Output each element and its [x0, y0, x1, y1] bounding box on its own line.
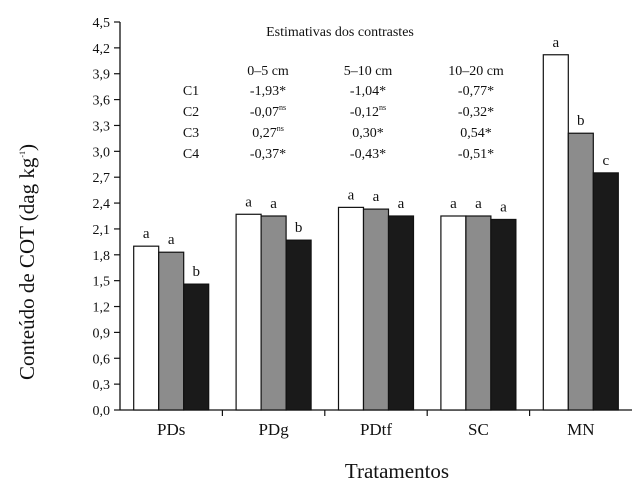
- bar: [542, 54, 569, 411]
- contrast-value: -0,37*: [250, 147, 286, 162]
- y-tick-label: 1,2: [93, 301, 111, 316]
- bar-letter-label: a: [398, 196, 405, 212]
- bar-letter-label: b: [192, 264, 200, 280]
- bar-letter-label: a: [373, 189, 380, 205]
- bar-letter-label: b: [295, 220, 303, 236]
- bar-letter-label: a: [143, 226, 150, 242]
- contrast-value: -0,32*: [458, 105, 494, 120]
- contrast-value: -0,07ns: [250, 103, 286, 120]
- y-tick-label: 3,6: [93, 94, 111, 109]
- y-axis-title-close: ): [15, 144, 39, 151]
- contrast-value: -0,77*: [458, 84, 494, 99]
- bar: [158, 251, 185, 411]
- y-axis-title-main: Conteúdo de COT (dag kg: [15, 157, 39, 380]
- contrast-label: C4: [183, 147, 199, 162]
- y-tick-label: 0,6: [93, 352, 111, 367]
- bar-letter-label: a: [168, 232, 175, 248]
- y-tick-label: 0,3: [93, 378, 111, 393]
- y-tick-label: 1,8: [93, 249, 111, 264]
- contrast-value: -0,12ns: [350, 103, 386, 120]
- x-axis-title: Tratamentos: [345, 459, 449, 481]
- contrast-label: C2: [183, 105, 199, 120]
- bar: [183, 283, 210, 411]
- x-tick-label: SC: [468, 420, 489, 439]
- y-tick-label: 3,9: [93, 68, 111, 83]
- y-tick-label: 0,0: [93, 404, 111, 419]
- x-tick-label: MN: [567, 420, 594, 439]
- contrast-value: -1,93*: [250, 84, 286, 99]
- bars: a a b a a b a a a a a a a b c: [133, 35, 619, 411]
- contrast-value: -0,51*: [458, 147, 494, 162]
- axes: 0,0 0,3 0,6 0,9 1,2 1,5 1,8 2,1 2,4 2,7 3,0 3,3 3,6 3…: [93, 16, 632, 439]
- contrasts-table: Estimativas dos contrastes 0–5 cm 5–10 cm 1…: [183, 25, 504, 162]
- bar: [260, 215, 287, 411]
- bar-letter-label: a: [500, 199, 507, 215]
- contrast-value: 0,54*: [460, 126, 492, 141]
- contrast-value: 0,27ns: [252, 124, 284, 141]
- y-tick-label: 2,1: [93, 223, 111, 238]
- contrast-label: C3: [183, 126, 199, 141]
- bar-letter-label: a: [552, 35, 559, 51]
- contrasts-header: 0–5 cm: [247, 64, 289, 79]
- y-tick-label: 0,9: [93, 326, 111, 341]
- y-axis-title-sup: -1: [18, 151, 27, 158]
- bar-letter-label: c: [602, 153, 609, 169]
- contrast-label: C1: [183, 84, 199, 99]
- contrasts-header: 5–10 cm: [344, 64, 393, 79]
- bar: [567, 132, 594, 411]
- bar: [362, 208, 390, 411]
- y-tick-label: 2,7: [93, 171, 111, 186]
- bar-letter-label: a: [450, 196, 457, 212]
- x-tick-label: PDg: [258, 420, 289, 439]
- x-tick-label: PDtf: [360, 420, 392, 439]
- bar: [490, 218, 517, 411]
- bar: [285, 239, 312, 411]
- y-tick-label: 2,4: [93, 197, 111, 212]
- contrast-value: 0,30*: [352, 126, 384, 141]
- bar: [235, 213, 262, 411]
- contrast-value: -0,43*: [350, 147, 386, 162]
- contrasts-title: Estimativas dos contrastes: [266, 25, 414, 40]
- bar: [465, 215, 492, 411]
- y-tick-label: 3,0: [93, 145, 111, 160]
- bar-letter-label: a: [245, 194, 252, 210]
- bar: [337, 206, 365, 411]
- bar: [440, 215, 467, 411]
- y-tick-label: 4,5: [93, 16, 111, 31]
- bar-letter-label: a: [475, 196, 482, 212]
- bar: [592, 172, 619, 411]
- bar-letter-label: a: [270, 196, 277, 212]
- bar: [133, 245, 160, 411]
- contrast-value: -1,04*: [350, 84, 386, 99]
- y-tick-label: 3,3: [93, 119, 111, 134]
- bar-letter-label: b: [577, 113, 585, 129]
- contrasts-header: 10–20 cm: [448, 64, 504, 79]
- y-tick-label: 4,2: [93, 42, 111, 57]
- y-axis-title: Conteúdo de COT (dag kg-1): [15, 144, 39, 380]
- bar: [387, 215, 415, 411]
- bar-letter-label: a: [348, 187, 355, 203]
- x-tick-label: PDs: [157, 420, 185, 439]
- y-tick-label: 1,5: [93, 275, 111, 290]
